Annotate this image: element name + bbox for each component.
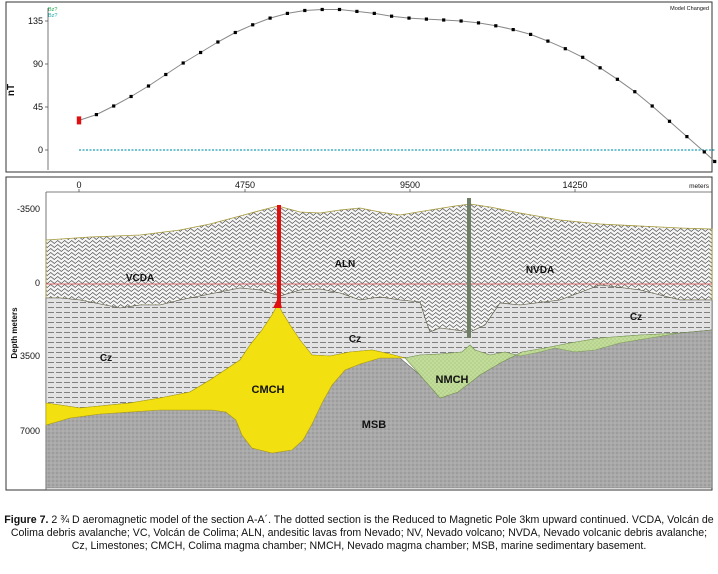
profile-data-point (251, 23, 255, 27)
x-unit-label: meters (689, 183, 710, 190)
xtick-0: 0 (76, 180, 81, 190)
xtick-14250: 14250 (562, 180, 587, 190)
caption-label: Figure 7. (4, 514, 49, 526)
legend-calculated: Bz? (48, 13, 57, 19)
profile-start-marker (76, 116, 82, 125)
profile-data-point (546, 39, 550, 43)
profile-data-point (112, 104, 116, 108)
nevado-magma-chamber (404, 329, 713, 399)
profile-plot (76, 7, 717, 164)
bottom-panel: 0 4750 9500 14250 meters -3500 0 3500 70… (5, 176, 713, 491)
label-nvda: NVDA (526, 265, 554, 276)
top-ytick-0: 0 (38, 145, 43, 155)
ytick-minus-3500: -3500 (17, 204, 40, 214)
profile-data-point (563, 47, 567, 51)
profile-data-point (216, 40, 220, 44)
ytick-0: 0 (35, 278, 40, 288)
ytick-7000: 7000 (20, 426, 40, 436)
label-nmch: NMCH (436, 374, 469, 386)
profile-data-point (199, 50, 203, 55)
profile-data-point (633, 90, 637, 94)
caption-text: 2 ¾ D aeromagnetic model of the section … (10, 514, 714, 552)
profile-data-point (459, 19, 463, 23)
profile-data-point (476, 21, 481, 25)
label-cz-left: Cz (100, 353, 112, 364)
profile-data-point (667, 119, 672, 123)
figure-canvas: Bz? Bz? Model Changed nT 135 90 45 0 0 4… (5, 1, 717, 491)
top-ytick-90: 90 (33, 59, 43, 69)
profile-data-point (94, 113, 98, 117)
profile-data-point (407, 16, 411, 20)
label-aln: ALN (335, 259, 356, 270)
depth-axis-label: Depth meters (10, 307, 19, 359)
profile-data-point (372, 11, 376, 15)
top-y-axis-label: nT (6, 84, 17, 96)
xtick-9500: 9500 (400, 180, 420, 190)
profile-data-point (233, 30, 237, 35)
profile-data-point (146, 84, 151, 88)
label-cz-center: Cz (349, 334, 361, 345)
label-vcda: VCDA (126, 273, 154, 284)
profile-data-point (424, 17, 428, 21)
nevado-conduit (467, 198, 471, 338)
legend-observed: Bz? (48, 7, 57, 13)
profile-data-point (702, 150, 706, 154)
top-panel-frame (5, 1, 713, 173)
profile-data-point (303, 8, 307, 13)
profile-data-point (650, 104, 654, 108)
profile-data-point (285, 11, 289, 15)
profile-data-point (355, 9, 359, 13)
profile-data-point (268, 16, 272, 20)
label-msb: MSB (362, 419, 387, 431)
profile-data-point (685, 135, 689, 139)
volcan-colima-conduit (277, 205, 281, 305)
ytick-3500: 3500 (20, 351, 40, 361)
profile-data-point (442, 18, 446, 22)
profile-data-point (581, 55, 585, 59)
figure-caption: Figure 7. 2 ¾ D aeromagnetic model of th… (2, 514, 716, 553)
top-ytick-45: 45 (33, 102, 43, 112)
profile-data-point (390, 14, 394, 18)
status-text: Model Changed (670, 6, 709, 12)
profile-data-point (615, 77, 619, 81)
profile-data-point (337, 7, 342, 12)
profile-data-point (494, 24, 498, 28)
profile-data-point (164, 72, 168, 77)
profile-data-point (181, 61, 185, 65)
volcan-colima-marker (273, 296, 282, 308)
top-panel: Bz? Bz? Model Changed nT 135 90 45 0 (5, 1, 717, 173)
profile-data-point (598, 66, 602, 70)
profile-series-line (78, 9, 716, 162)
label-cz-right: Cz (630, 312, 642, 323)
profile-data-point (511, 28, 515, 32)
label-cmch: CMCH (252, 384, 285, 396)
profile-data-point (713, 159, 717, 164)
xtick-4750: 4750 (235, 180, 255, 190)
top-ytick-135: 135 (28, 16, 43, 26)
profile-data-point (320, 7, 324, 12)
profile-data-point (529, 32, 533, 36)
profile-data-point (129, 94, 133, 99)
